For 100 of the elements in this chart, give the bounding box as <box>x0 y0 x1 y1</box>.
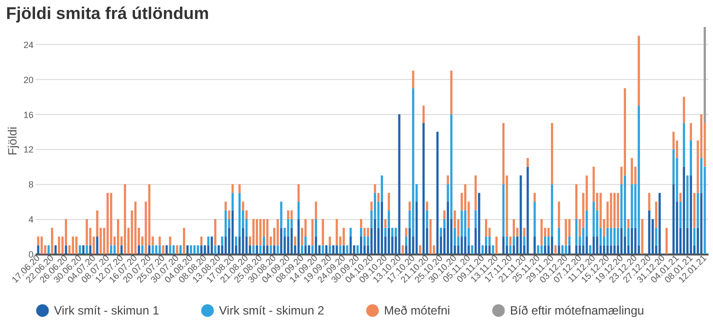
bar <box>616 228 620 246</box>
bar <box>454 228 456 246</box>
bar <box>460 210 463 237</box>
bar <box>252 219 255 246</box>
bar <box>148 245 150 254</box>
bar <box>276 219 279 246</box>
bar <box>575 184 578 220</box>
bar <box>679 202 682 228</box>
bar <box>422 123 425 254</box>
bar <box>412 88 414 237</box>
bar <box>86 219 88 246</box>
bar <box>648 210 650 254</box>
bar <box>82 245 84 254</box>
bar <box>484 236 488 246</box>
bar <box>544 236 546 246</box>
bar <box>630 184 633 228</box>
bar <box>405 236 408 246</box>
bar <box>124 184 126 254</box>
bar <box>634 228 636 254</box>
bar <box>37 245 40 254</box>
bar <box>586 236 588 254</box>
bar <box>450 70 452 114</box>
bar <box>380 175 384 202</box>
legend-label: Með mótefni <box>384 304 450 318</box>
bar <box>534 236 536 254</box>
bar <box>506 236 508 246</box>
bar <box>235 236 238 246</box>
y-tick-label: 0 <box>28 250 34 260</box>
bar <box>339 245 342 254</box>
y-axis-title: Fjöldi <box>5 126 20 156</box>
bar <box>405 228 408 237</box>
bar <box>169 236 172 246</box>
bar <box>509 236 512 246</box>
bar <box>297 219 300 254</box>
bar <box>610 228 612 246</box>
bar <box>388 192 390 210</box>
bar <box>336 245 338 254</box>
bar <box>568 236 570 246</box>
bar <box>616 192 620 228</box>
bar <box>630 228 633 254</box>
bar <box>314 219 318 237</box>
bar <box>360 219 362 228</box>
bar <box>304 236 307 246</box>
bar <box>152 245 154 254</box>
bar <box>429 219 432 254</box>
bar <box>550 123 554 184</box>
bar <box>287 219 290 237</box>
bar <box>58 236 60 254</box>
bar <box>696 192 699 228</box>
bar <box>704 27 706 124</box>
bar <box>266 245 268 254</box>
bar <box>40 236 43 254</box>
bar <box>474 175 477 210</box>
bar <box>495 236 498 254</box>
bar <box>266 219 268 246</box>
bar <box>350 228 352 237</box>
bar <box>294 236 296 246</box>
bar <box>693 228 696 246</box>
bar <box>408 228 411 254</box>
bar <box>426 210 428 228</box>
y-tick-label: 12 <box>23 144 34 155</box>
bar <box>672 184 675 254</box>
bar <box>314 202 318 220</box>
bar <box>276 245 279 254</box>
bar <box>259 219 262 246</box>
bar <box>116 219 120 254</box>
bar <box>610 192 612 228</box>
bar <box>575 245 578 254</box>
bar <box>402 245 404 254</box>
bar <box>232 184 234 193</box>
bar <box>690 140 692 176</box>
bar <box>162 245 164 254</box>
bar <box>232 210 234 254</box>
bar <box>75 236 78 254</box>
bar <box>346 245 348 254</box>
bar <box>578 245 581 254</box>
bar <box>686 175 689 228</box>
bar <box>682 96 686 124</box>
bar <box>502 236 505 254</box>
bar <box>328 236 331 246</box>
bar <box>540 219 543 246</box>
bar <box>620 228 623 254</box>
bar <box>512 236 515 246</box>
bar <box>613 228 616 246</box>
bar <box>270 245 272 254</box>
bar <box>648 192 650 210</box>
bar <box>520 175 522 254</box>
bar <box>666 228 668 254</box>
legend-label: Virk smít - skimun 2 <box>219 304 324 318</box>
bar <box>221 236 224 246</box>
bar <box>655 228 658 246</box>
bar <box>471 245 474 254</box>
bar <box>422 106 425 124</box>
bar <box>575 219 578 246</box>
bar <box>262 236 265 246</box>
bar <box>350 236 352 254</box>
bar <box>280 228 282 254</box>
y-tick-label: 4 <box>28 214 34 225</box>
bar <box>388 210 390 228</box>
bar <box>391 228 394 237</box>
